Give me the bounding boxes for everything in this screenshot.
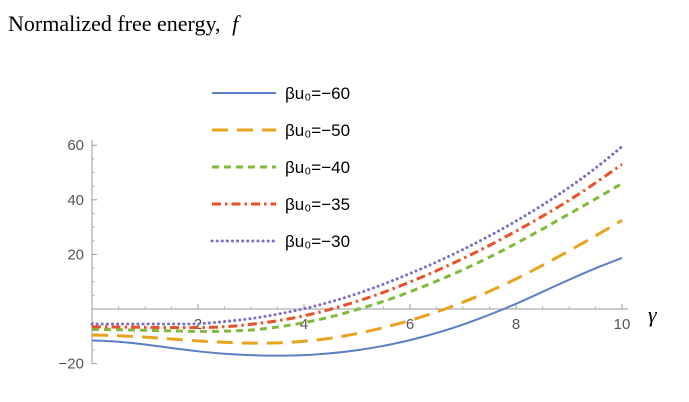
legend-label-5: βu₀=−30 bbox=[285, 232, 350, 251]
title-text: Normalized free energy, bbox=[8, 11, 221, 36]
x-tick-label: 6 bbox=[406, 316, 414, 333]
legend-item-2: βu₀=−50 bbox=[212, 121, 350, 140]
legend-item-3: βu₀=−40 bbox=[212, 158, 350, 177]
x-axis-label: γ bbox=[648, 302, 658, 327]
series-line-3 bbox=[91, 182, 623, 333]
svg-text:Normalized free energy,: Normalized free energy, f bbox=[8, 11, 241, 36]
x-tick-label: 4 bbox=[300, 316, 308, 333]
legend: βu₀=−60 βu₀=−50 βu₀=−40 βu₀=−35 βu₀=−30 bbox=[210, 84, 350, 251]
title-symbol: f bbox=[232, 11, 241, 36]
series-line-1 bbox=[91, 257, 623, 357]
x-tick-label: 8 bbox=[512, 316, 520, 333]
series-line-4 bbox=[91, 163, 623, 330]
legend-label-3: βu₀=−40 bbox=[285, 158, 350, 177]
y-tick-label: 40 bbox=[67, 192, 84, 209]
legend-label-2: βu₀=−50 bbox=[285, 121, 350, 140]
legend-item-5: βu₀=−30 bbox=[210, 232, 350, 251]
legend-item-4: βu₀=−35 bbox=[212, 195, 350, 214]
series-line-5 bbox=[90, 145, 624, 326]
series-layer bbox=[90, 145, 624, 357]
y-tick-label: −20 bbox=[59, 356, 84, 373]
legend-label-4: βu₀=−35 bbox=[285, 195, 350, 214]
series-line-2 bbox=[91, 218, 623, 345]
x-tick-label: 10 bbox=[614, 316, 631, 333]
y-tick-label: 20 bbox=[67, 246, 84, 263]
legend-item-1: βu₀=−60 bbox=[212, 84, 350, 103]
chart-title: Normalized free energy, f bbox=[8, 11, 241, 36]
y-tick-label: 60 bbox=[67, 137, 84, 154]
legend-label-1: βu₀=−60 bbox=[285, 84, 350, 103]
